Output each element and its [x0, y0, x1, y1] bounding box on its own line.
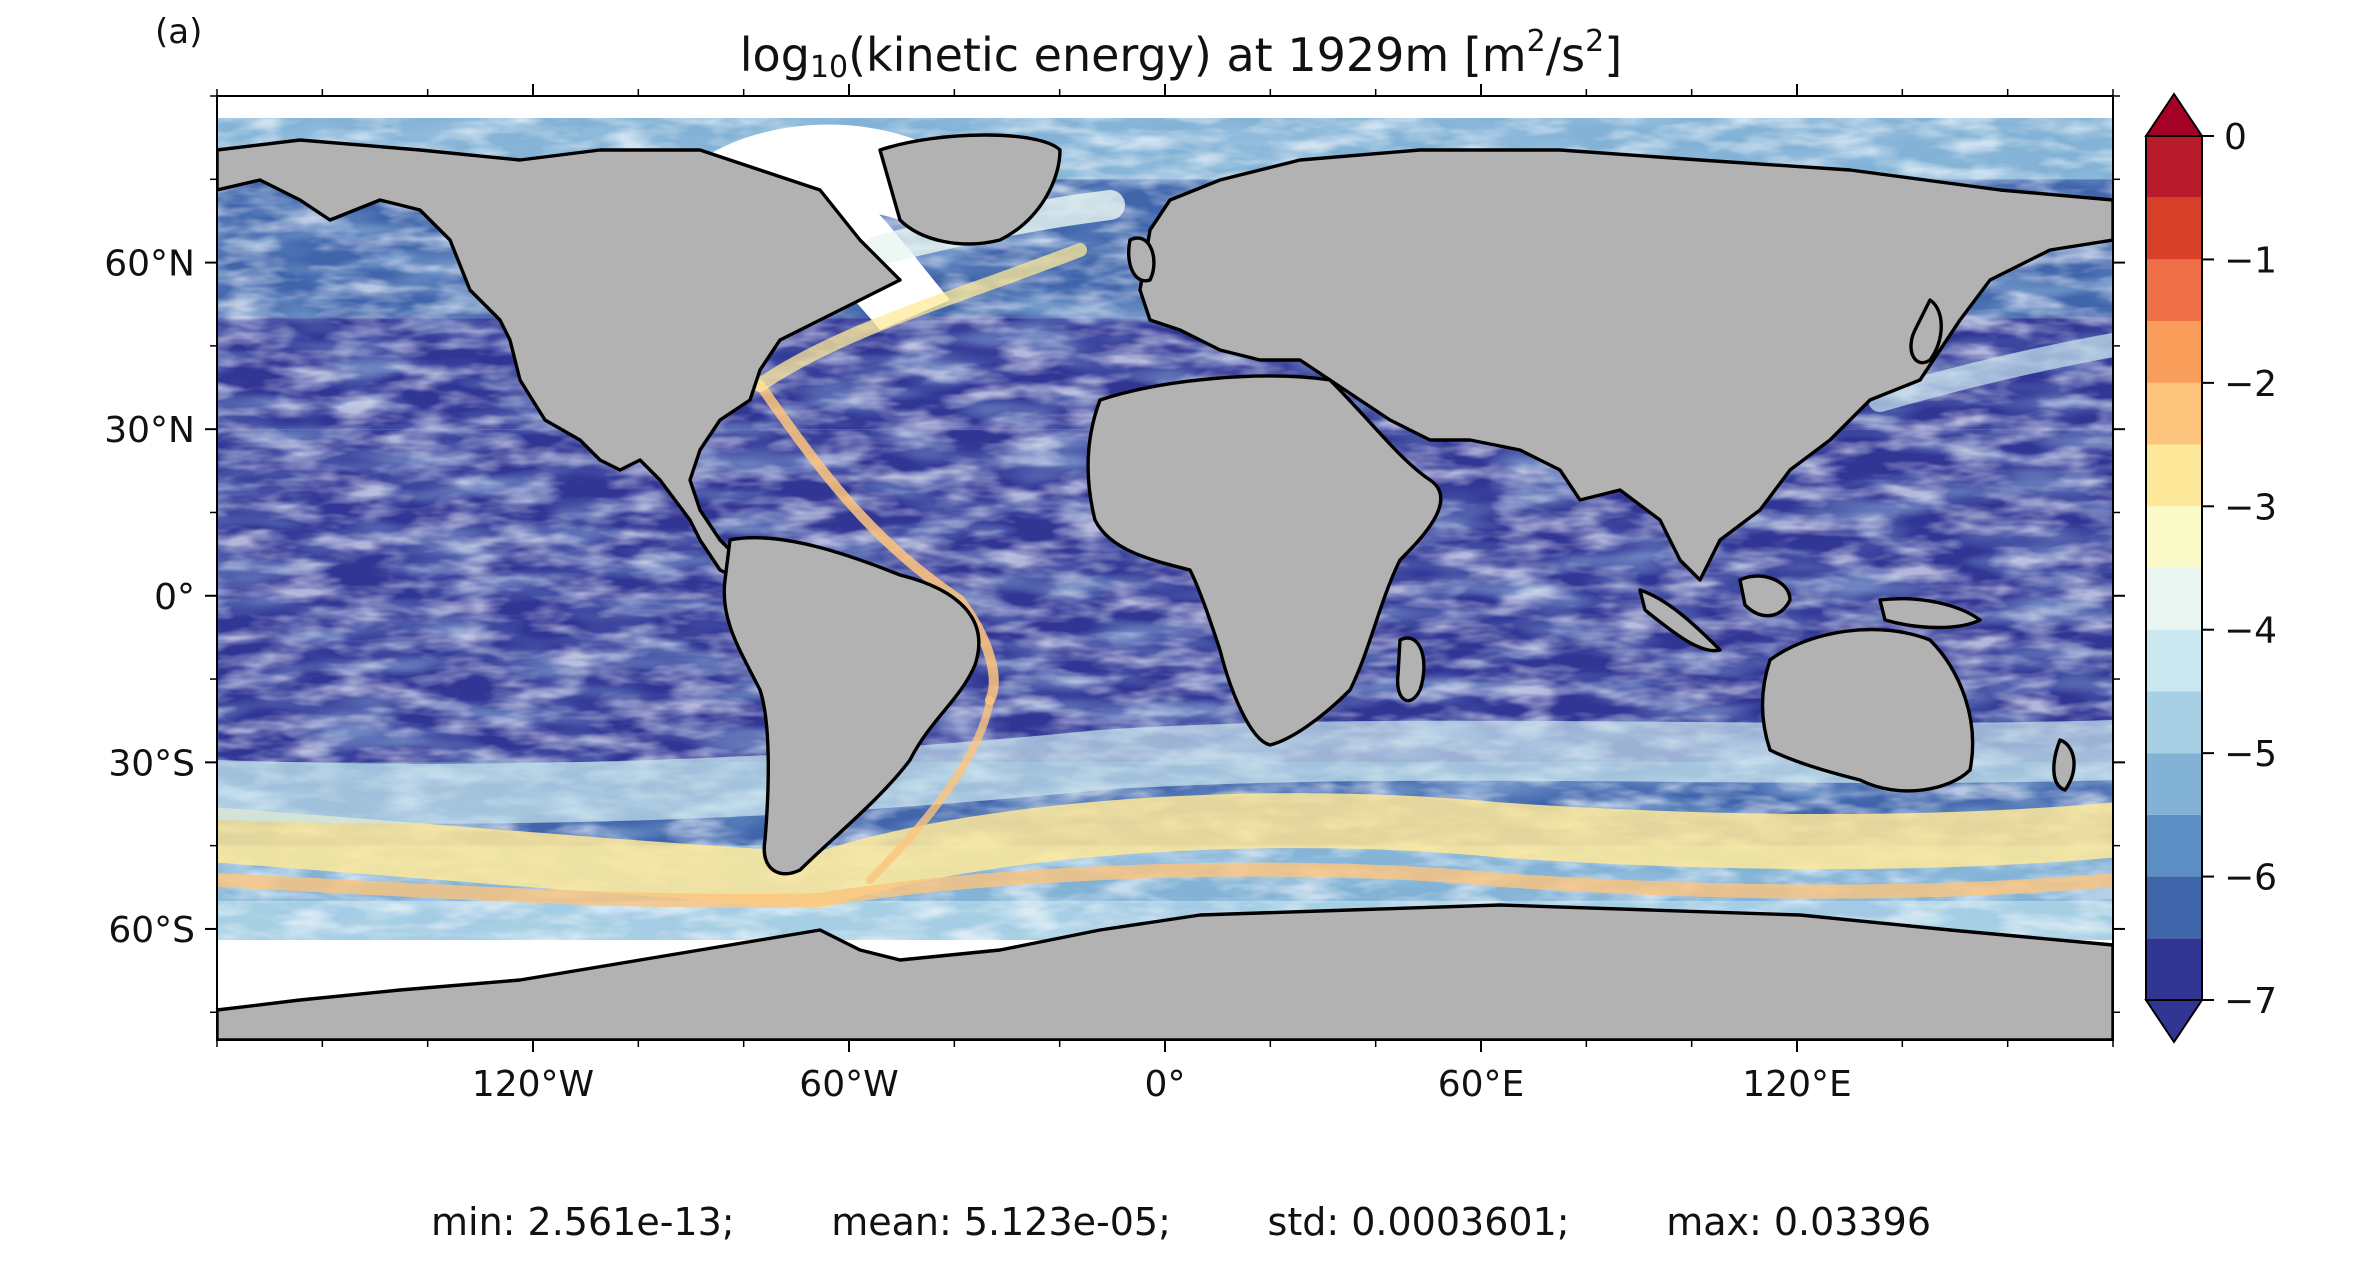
figure-title: log10(kinetic energy) at 1929m [m2/s2]: [739, 24, 1623, 85]
lon-tick-label: 120°W: [472, 1064, 594, 1105]
land-greenland: [878, 133, 1062, 246]
land-eurasia: [1138, 148, 2113, 582]
lat-tick-label: 60°N: [104, 244, 195, 285]
colorbar-tick-label: −2: [2224, 364, 2277, 405]
land-new-guinea: [1878, 597, 1982, 630]
stat-std: std: 0.0003601;: [1267, 1200, 1570, 1244]
land-antarctica: [217, 903, 2113, 1040]
colorbar-tick-label: −4: [2224, 611, 2277, 652]
land-sumatra: [1638, 588, 1722, 653]
map-area: [217, 96, 2113, 1040]
colorbar-segment: [2146, 382, 2202, 445]
land-japan: [1909, 298, 1943, 365]
land-madagascar: [1395, 636, 1426, 703]
colorbar-segment: [2146, 876, 2202, 939]
colorbar-segment: [2146, 814, 2202, 877]
colorbar-segment: [2146, 444, 2202, 507]
colorbar-segment: [2146, 691, 2202, 754]
lat-tick-label: 0°: [154, 577, 195, 618]
stat-min: min: 2.561e-13;: [431, 1200, 735, 1244]
colorbar-segment: [2146, 321, 2202, 383]
colorbar-frame: [2145, 135, 2203, 1001]
colorbar-segment: [2146, 753, 2202, 815]
colorbar-tick-label: −5: [2224, 734, 2277, 775]
stat-mean: mean: 5.123e-05;: [831, 1200, 1171, 1244]
colorbar-segment: [2146, 506, 2202, 568]
colorbar-tick-label: −6: [2224, 858, 2277, 899]
lon-axis: 120°W 60°W 0° 60°E 120°E: [216, 84, 2114, 1105]
land-africa: [1086, 374, 1443, 747]
colorbar-segment: [2146, 629, 2202, 692]
lon-tick-label: 60°W: [799, 1064, 898, 1105]
lat-tick-label: 30°S: [108, 743, 195, 784]
colorbar-tick-label: −1: [2224, 240, 2277, 281]
colorbar-under-extension: [2144, 999, 2204, 1044]
colorbar-segment: [2146, 259, 2202, 322]
land-new-zealand: [2052, 738, 2076, 792]
lon-tick-label: 0°: [1145, 1064, 1186, 1105]
lon-tick-label: 60°E: [1438, 1064, 1525, 1105]
lat-axis: 60°N 30°N 0° 30°S 60°S: [104, 95, 2125, 1013]
summary-stats: min: 2.561e-13; mean: 5.123e-05; std: 0.…: [0, 1200, 2362, 1244]
land-australia: [1760, 627, 1975, 793]
land: [217, 133, 2113, 1040]
land-borneo: [1738, 574, 1792, 618]
colorbar-segment: [2146, 197, 2202, 260]
colorbar-segment: [2146, 136, 2202, 198]
lat-tick-label: 30°N: [104, 410, 195, 451]
colorbar-tick-label: −7: [2224, 981, 2277, 1022]
colorbar-segment: [2146, 938, 2202, 1000]
panel-label: (a): [155, 12, 203, 52]
lon-tick-label: 120°E: [1742, 1064, 1851, 1105]
lat-tick-label: 60°S: [108, 910, 195, 951]
stat-max: max: 0.03396: [1666, 1200, 1931, 1244]
land-south-america: [722, 536, 981, 876]
colorbar-tick-label: −3: [2224, 487, 2277, 528]
colorbar-segment: [2146, 568, 2202, 630]
colorbar-over-extension: [2144, 92, 2204, 137]
land-uk: [1127, 236, 1156, 283]
colorbar: 0 −1 −2 −3 −4 −5 −6 −7: [2144, 92, 2277, 1044]
colorbar-tick-label: 0: [2224, 117, 2247, 158]
